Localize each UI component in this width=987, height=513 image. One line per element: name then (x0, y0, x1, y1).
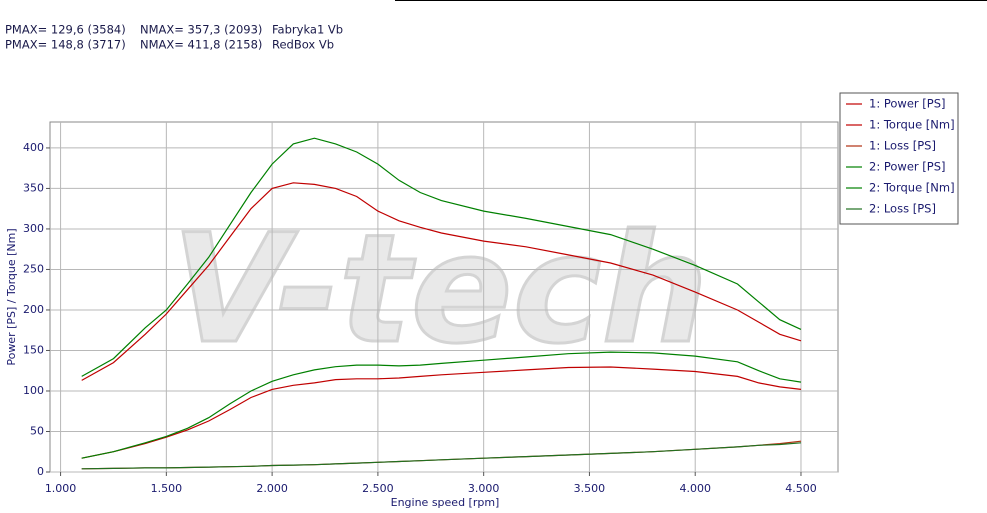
x-tick-label: 4.500 (785, 482, 817, 495)
x-tick-label: 1.000 (45, 482, 77, 495)
lines (81, 137, 802, 470)
header-text: NMAX= 357,3 (2093) (140, 23, 262, 37)
legend-label: 2: Power [PS] (869, 160, 945, 174)
y-tick-label: 200 (23, 303, 44, 316)
legend-label: 2: Torque [Nm] (869, 181, 955, 195)
y-axis-label: Power [PS] / Torque [Nm] (5, 228, 18, 365)
header-text: NMAX= 411,8 (2158) (140, 38, 262, 52)
y-tick-label: 0 (37, 465, 44, 478)
y-tick-label: 350 (23, 181, 44, 194)
y-tick-label: 150 (23, 343, 44, 356)
y-tick-label: 50 (30, 424, 44, 437)
x-tick-label: 3.500 (574, 482, 606, 495)
header-text: RedBox Vb (272, 38, 334, 52)
y-tick-label: 400 (23, 141, 44, 154)
legend-label: 1: Power [PS] (869, 97, 945, 111)
x-tick-label: 4.000 (679, 482, 711, 495)
series-line (81, 182, 802, 381)
y-tick-label: 300 (23, 222, 44, 235)
x-axis-label: Engine speed [rpm] (391, 496, 500, 509)
legend-label: 1: Loss [PS] (869, 139, 936, 153)
x-tick-label: 1.500 (151, 482, 183, 495)
y-tick-label: 250 (23, 262, 44, 275)
header-text: PMAX= 129,6 (3584) (5, 23, 126, 37)
legend-box (839, 92, 959, 225)
series-line (81, 366, 802, 459)
series-line (81, 137, 802, 377)
x-tick-label: 2.000 (256, 482, 288, 495)
series-line (81, 351, 802, 459)
y-tick-label: 100 (23, 384, 44, 397)
legend-label: 2: Loss [PS] (869, 202, 936, 216)
x-tick-label: 3.000 (468, 482, 500, 495)
header: PMAX= 129,6 (3584) NMAX= 357,3 (2093) Fabr… (5, 23, 343, 52)
header-text: PMAX= 148,8 (3717) (5, 38, 126, 52)
legend-label: 1: Torque [Nm] (869, 118, 955, 132)
series-line (81, 442, 802, 470)
header-text: Fabryka1 Vb (272, 23, 343, 37)
x-tick-label: 2.500 (362, 482, 394, 495)
